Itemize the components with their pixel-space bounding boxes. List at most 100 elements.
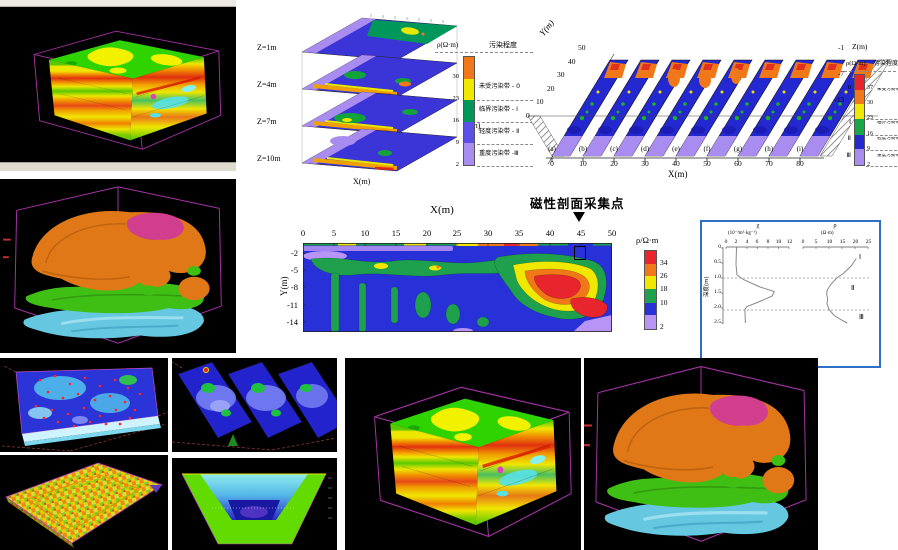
curves-plot [721, 246, 870, 324]
colorbar-segment [645, 315, 656, 329]
legend-title: ρ(Ω·m) [437, 41, 459, 49]
x-tick: 70 [765, 159, 773, 168]
chi-tick: 6 [755, 239, 759, 245]
rho-axis-symbol: ρ [833, 222, 837, 229]
legend-value: 9 [455, 139, 459, 146]
colorbar-segment [645, 263, 656, 277]
chi-curve [735, 247, 775, 324]
panel-fence-sections: Y(m) 0 10 20 30 40 50 (a) (b) (c) (d) (e… [522, 8, 898, 190]
isosurface-3d-rendering-large [584, 364, 808, 543]
panel-susceptibility-resistivity-curves: χ (10⁻³m³·kg⁻¹) ρ (Ω·m) 0 2 4 6 8 10 12 … [700, 220, 881, 368]
y-tick: 0 [526, 111, 530, 120]
panel-depth-slice-maps: Z=1m Z=4m Z=7m Z=10m Y(m) X(m) ρ(Ω·m) 污染… [255, 8, 535, 193]
x-tick: 60 [734, 159, 742, 168]
colorbar-segment [645, 302, 656, 316]
legend-zone-label: 未受污染带 - 0 [479, 83, 521, 90]
top-strip [303, 243, 612, 246]
legend-zone-label: 轻度污染带 - Ⅱ [479, 128, 520, 135]
legend-divider [477, 144, 533, 145]
colorbar-segment [645, 251, 656, 264]
legend-value: 23 [452, 95, 460, 102]
legend-divider [866, 166, 897, 167]
legend-zone-mark: Ⅰ [849, 119, 851, 126]
slice-label: Z=10m [257, 154, 281, 163]
annotation-marker-triangle [573, 212, 585, 222]
depth-tick: 1.0 [714, 274, 721, 280]
depth-tick: 2.5 [714, 319, 721, 325]
z-tick: -1 [838, 44, 844, 52]
legend-divider [866, 150, 897, 151]
chi-tick: 0 [724, 239, 728, 245]
slice-label: Z=1m [257, 43, 277, 52]
legend-zone-mark: 0 [847, 84, 851, 91]
x-tick: 35 [514, 228, 524, 238]
colorbar-value: 34 [660, 258, 668, 267]
legend-zone-label: 临界污染带 - Ⅰ [479, 106, 518, 113]
y-tick: -5 [290, 265, 298, 275]
legend-colorbar [854, 74, 865, 166]
rho-curve [826, 258, 857, 324]
z-tick: -13 [834, 96, 844, 104]
colorbar-segment [464, 100, 474, 122]
colorbar-segment [855, 75, 864, 90]
depth-tick: 1.5 [714, 289, 721, 295]
section-label: (g) [733, 145, 743, 153]
x-tick: 50 [703, 159, 711, 168]
legend-subtitle: 污染程度 [489, 41, 517, 49]
x-axis-label: X(m) [430, 204, 454, 216]
section-label: (d) [640, 145, 650, 153]
section-label: (e) [672, 145, 680, 153]
legend-value: 2 [455, 161, 459, 168]
panel-3d-resistivity-block-large [345, 358, 581, 550]
legend-colorbar [463, 56, 475, 166]
slab-3d-rendering [1, 365, 169, 452]
legend-value: 30 [867, 100, 873, 106]
chi-tick: 2 [734, 239, 738, 245]
x-tick: 10 [579, 159, 587, 168]
y-tick: -2 [290, 248, 298, 258]
rho-tick: 5 [814, 239, 818, 245]
y-tick: 10 [536, 97, 544, 106]
section-label: (c) [610, 145, 618, 153]
block-3d-rendering-large [372, 385, 573, 539]
colorbar-segment [464, 57, 474, 79]
x-tick: 50 [607, 228, 617, 238]
slice-z1m [301, 14, 458, 61]
sample-points [34, 374, 142, 428]
green-columns [330, 272, 490, 332]
zone-label: Ⅱ [851, 284, 855, 292]
colorbar-segment [855, 119, 864, 135]
chi-tick: 4 [745, 239, 749, 245]
legend-value: 9 [867, 146, 870, 152]
slice-label: Z=7m [257, 117, 277, 126]
x-tick: 0 [550, 159, 554, 168]
panel-3d-trench-model [172, 458, 337, 550]
slice-label: Z=4m [257, 80, 277, 89]
window-strip-bottom [0, 162, 236, 171]
legend-subtitle: 污染程度 [874, 60, 898, 67]
rho-tick: 20 [852, 239, 859, 245]
rho-tick: 0 [801, 239, 805, 245]
x-tick: 10 [360, 228, 370, 238]
rho-tick: 10 [826, 239, 833, 245]
speckled-slab-rendering [5, 462, 163, 548]
legend-value: 37 [867, 85, 873, 91]
section-label: (h) [764, 145, 774, 153]
rho-tick: 15 [839, 239, 846, 245]
window-strip-top [0, 0, 236, 7]
zone-label: Ⅲ [859, 313, 864, 321]
legend-value: 16 [452, 117, 460, 124]
y-tick: 30 [557, 70, 565, 79]
legend-zone-mark: Ⅲ [846, 152, 851, 159]
legend-value: 16 [867, 131, 873, 137]
legend-divider [844, 71, 896, 72]
legend-divider [866, 119, 897, 120]
colorbar-segment [855, 104, 864, 120]
trench-rendering [181, 473, 332, 545]
z-axis-label: Z(m) [852, 42, 868, 51]
colorbar-segment [855, 134, 864, 150]
legend-divider [866, 135, 897, 136]
rho-axis-unit: (Ω·m) [821, 231, 834, 236]
legend-value: 23 [867, 115, 873, 121]
